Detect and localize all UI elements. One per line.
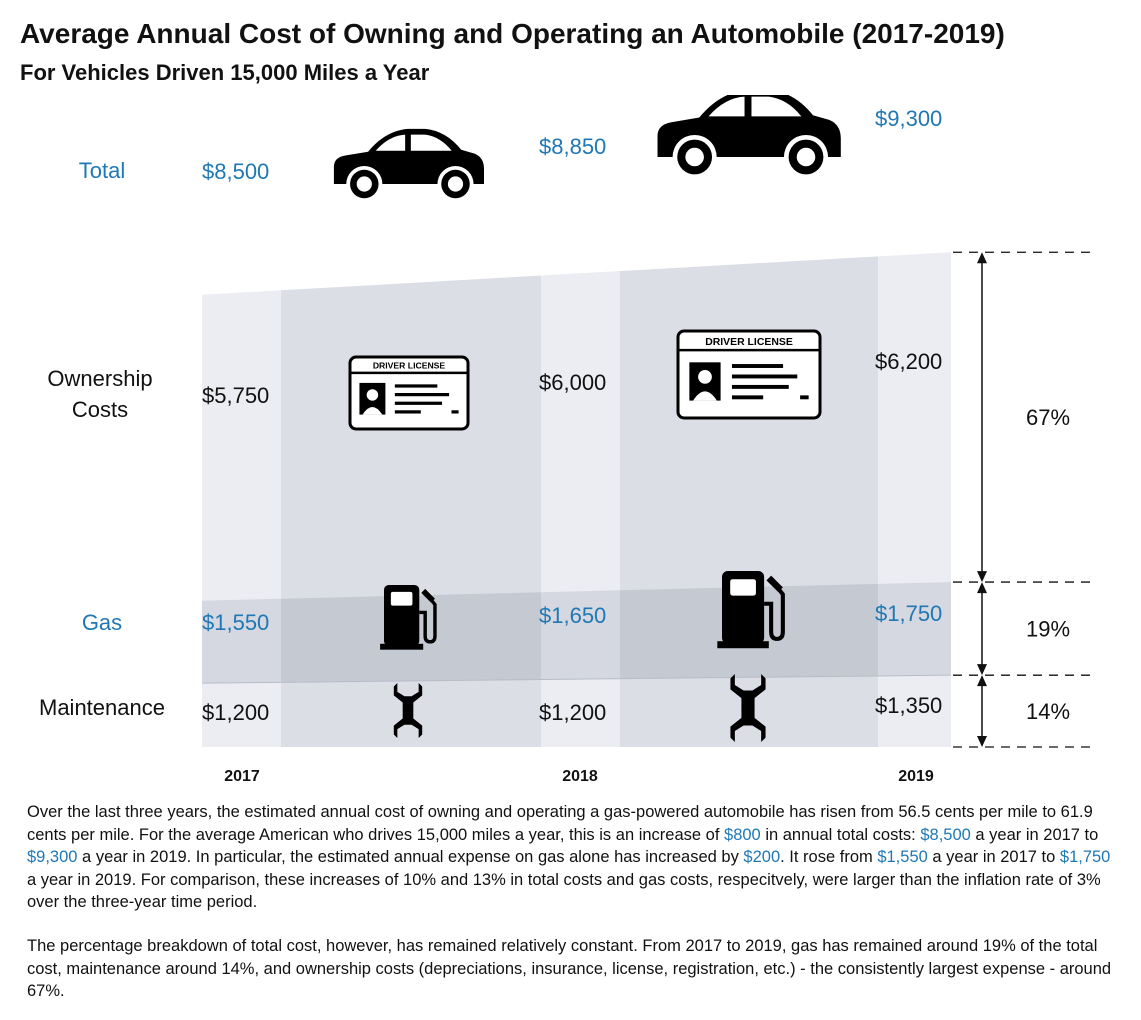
ownership-value-label: $6,200 — [875, 349, 942, 374]
summary-highlight-value: $800 — [724, 825, 761, 844]
gas-value-label: $1,550 — [202, 610, 269, 635]
total-value-label: $9,300 — [875, 106, 942, 131]
gas-pump-icon — [717, 571, 785, 649]
wrench-icon — [393, 683, 423, 738]
row-label-gas: Gas — [82, 610, 122, 635]
maintenance-value-label: $1,200 — [202, 700, 269, 725]
arrow-head-down — [977, 571, 987, 583]
summary-highlight-value: $200 — [743, 848, 781, 866]
x-tick-label: 2017 — [224, 768, 260, 785]
ownership-value-label: $6,000 — [539, 370, 606, 395]
breakdown-paragraph: The percentage breakdown of total cost, … — [27, 935, 1117, 1003]
share-percent-label: 67% — [1026, 405, 1070, 430]
share-percent-label: 19% — [1026, 617, 1070, 642]
chart-title: Average Annual Cost of Owning and Operat… — [20, 18, 1005, 49]
summary-text: . It rose from — [780, 848, 878, 866]
x-tick-label: 2018 — [562, 768, 598, 785]
summary-text: a year in 2017 to — [927, 848, 1060, 866]
ownership-share-arrow — [977, 252, 987, 583]
license-label: DRIVER LICENSE — [705, 337, 793, 348]
driver-license-icon: DRIVER LICENSE — [348, 355, 470, 431]
car-icon — [657, 95, 841, 180]
share-percent-label: 14% — [1026, 699, 1070, 724]
breakdown-text: The percentage breakdown of total cost, … — [27, 937, 1112, 1000]
ownership-value-label: $5,750 — [202, 383, 269, 408]
row-label-ownership: Costs — [72, 397, 128, 422]
maintenance-boundary-line — [201, 674, 952, 684]
chart-subtitle: For Vehicles Driven 15,000 Miles a Year — [20, 60, 430, 85]
summary-text: a year in 2019. For comparison, these in… — [27, 870, 1101, 912]
gas-band — [878, 582, 951, 676]
total-value-label: $8,500 — [202, 159, 269, 184]
license-label: DRIVER LICENSE — [373, 361, 446, 371]
summary-text: a year in 2019. In particular, the estim… — [77, 848, 744, 866]
wrench-icon — [730, 674, 766, 742]
arrow-head-down — [977, 664, 987, 676]
gas-pump-icon — [380, 585, 437, 650]
arrow-head-up — [977, 675, 987, 687]
driver-license-icon: DRIVER LICENSE — [676, 329, 822, 420]
summary-text: a year in 2017 to — [970, 825, 1099, 844]
gas-value-label: $1,750 — [875, 601, 942, 626]
summary-highlight-value: $1,550 — [877, 848, 928, 866]
gas-share-arrow — [977, 582, 987, 676]
gas-band — [202, 598, 281, 684]
row-label-maintenance: Maintenance — [39, 695, 165, 720]
maintenance-value-label: $1,200 — [539, 700, 606, 725]
row-label-total: Total — [79, 158, 125, 183]
summary-paragraph: Over the last three years, the estimated… — [27, 801, 1117, 914]
car-icon — [333, 128, 484, 203]
summary-highlight-value: $8,500 — [920, 825, 971, 844]
summary-text: in annual total costs: — [760, 825, 921, 844]
gas-value-label: $1,650 — [539, 603, 606, 628]
summary-highlight-value: $9,300 — [27, 848, 78, 866]
arrow-head-up — [977, 582, 987, 594]
cost-area-chart: 67% 19% 14% Total Ownership Costs Gas Maintenan… — [39, 95, 1095, 785]
row-label-ownership: Ownership — [47, 366, 152, 391]
x-tick-label: 2019 — [898, 768, 934, 785]
arrow-head-down — [977, 736, 987, 747]
summary-highlight-value: $1,750 — [1059, 848, 1111, 866]
maintenance-value-label: $1,350 — [875, 693, 942, 718]
arrow-head-up — [977, 252, 987, 264]
total-value-label: $8,850 — [539, 134, 606, 159]
gas-band — [541, 590, 620, 680]
maintenance-share-arrow — [977, 675, 987, 747]
summary-text: Over the last three years, the estimated… — [27, 803, 1093, 844]
